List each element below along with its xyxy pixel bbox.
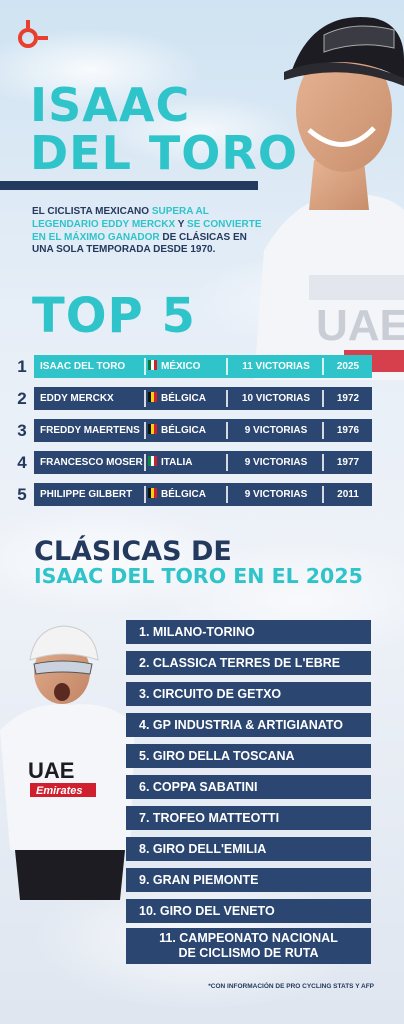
rank-bar: FRANCESCO MOSER ITALIA 9 VICTORIAS 1977 <box>34 451 372 474</box>
top5-heading: TOP 5 <box>32 288 196 344</box>
rider-name: FRANCESCO MOSER <box>40 457 143 468</box>
italy-flag-icon <box>148 456 157 466</box>
rider-country: ITALIA <box>148 451 222 474</box>
rider-country: BÉLGICA <box>148 419 222 442</box>
race-item-line-1: 11. CAMPEONATO NACIONAL <box>159 931 338 945</box>
belgium-flag-icon <box>148 424 157 434</box>
intro-highlight-2: SE CONVIERTE EN EL MÁXIMO GANADOR <box>32 218 262 243</box>
source-footnote: *CON INFORMACIÓN DE PRO CYCLING STATS Y … <box>208 983 374 990</box>
race-item: 11. CAMPEONATO NACIONAL DE CICLISMO DE R… <box>126 928 371 964</box>
jersey-sponsor-text: Emirates <box>36 785 82 797</box>
divider <box>226 454 228 471</box>
rank-bar: PHILIPPE GILBERT BÉLGICA 9 VICTORIAS 201… <box>34 483 372 506</box>
belgium-flag-icon <box>148 488 157 498</box>
race-item-line-2: DE CICLISMO DE RUTA <box>178 946 319 960</box>
intro-part-1: EL CICLISTA MEXICANO <box>32 206 152 217</box>
jersey-team-text-bottom: UAE <box>28 758 74 783</box>
rider-wins: 9 VICTORIAS <box>244 457 308 468</box>
race-item: 8. GIRO DELL'EMILIA <box>126 837 371 861</box>
race-item: 4. GP INDUSTRIA & ARTIGIANATO <box>126 713 371 737</box>
rider-year: 1977 <box>336 457 360 468</box>
divider <box>226 422 228 439</box>
rank-bar: ISAAC DEL TORO MÉXICO 11 VICTORIAS 2025 <box>34 355 372 378</box>
country-label: ITALIA <box>161 457 193 468</box>
divider <box>144 486 146 503</box>
rider-name: EDDY MERCKX <box>40 393 114 404</box>
rider-wins: 9 VICTORIAS <box>244 489 308 500</box>
rider-year: 1976 <box>336 425 360 436</box>
rank-position: 1 <box>17 357 27 376</box>
race-item: 1. MILANO-TORINO <box>126 620 371 644</box>
rider-name: ISAAC DEL TORO <box>40 361 126 372</box>
rider-celebrating-bottom: UAE Emirates <box>0 625 135 900</box>
divider <box>322 390 324 407</box>
ranking-row-4: 4 FRANCESCO MOSER ITALIA 9 VICTORIAS 197… <box>14 451 374 474</box>
race-item: 10. GIRO DEL VENETO <box>126 899 371 923</box>
intro-part-3: DE CLÁSICAS EN UNA SOLA TEMPORADA DESDE … <box>32 231 247 256</box>
rank-position: 5 <box>17 485 27 504</box>
rider-country: MÉXICO <box>148 355 222 378</box>
race-item: 3. CIRCUITO DE GETXO <box>126 682 371 706</box>
belgium-flag-icon <box>148 392 157 402</box>
ranking-row-3: 3 FREDDY MAERTENS BÉLGICA 9 VICTORIAS 19… <box>14 419 374 442</box>
divider <box>322 454 324 471</box>
divider <box>322 358 324 375</box>
brand-logo-icon <box>18 20 48 48</box>
ranking-row-5: 5 PHILIPPE GILBERT BÉLGICA 9 VICTORIAS 2… <box>14 483 374 506</box>
rider-year: 1972 <box>336 393 360 404</box>
divider <box>322 486 324 503</box>
jersey-team-text: UAE <box>316 301 404 350</box>
clasicas-heading-line-1: CLÁSICAS DE <box>34 536 232 567</box>
rank-bar: EDDY MERCKX BÉLGICA 10 VICTORIAS 1972 <box>34 387 372 410</box>
rider-year: 2025 <box>336 361 360 372</box>
rider-name: FREDDY MAERTENS <box>40 425 140 436</box>
country-label: BÉLGICA <box>161 393 206 404</box>
rider-wins: 10 VICTORIAS <box>241 393 311 404</box>
ranking-row-2: 2 EDDY MERCKX BÉLGICA 10 VICTORIAS 1972 <box>14 387 374 410</box>
clasicas-heading: CLÁSICAS DE ISAAC DEL TORO EN EL 2025 <box>34 536 363 589</box>
title-line-2: DEL TORO <box>30 126 298 180</box>
rank-position: 2 <box>17 389 27 408</box>
divider <box>144 390 146 407</box>
page-title: ISAAC DEL TORO <box>30 82 298 176</box>
country-label: MÉXICO <box>161 361 201 372</box>
clasicas-heading-line-2: ISAAC DEL TORO EN EL 2025 <box>34 564 363 589</box>
title-underline <box>0 181 258 190</box>
divider <box>226 486 228 503</box>
rider-year: 2011 <box>337 489 359 500</box>
race-item: 7. TROFEO MATTEOTTI <box>126 806 371 830</box>
rider-name: PHILIPPE GILBERT <box>40 489 133 500</box>
rider-wins: 9 VICTORIAS <box>244 425 308 436</box>
race-item: 6. COPPA SABATINI <box>126 775 371 799</box>
divider <box>226 390 228 407</box>
rider-country: BÉLGICA <box>148 483 222 506</box>
rank-position: 4 <box>17 453 27 472</box>
rank-bar: FREDDY MAERTENS BÉLGICA 9 VICTORIAS 1976 <box>34 419 372 442</box>
rank-position: 3 <box>17 421 27 440</box>
divider <box>144 454 146 471</box>
rider-portrait-top: UAE <box>254 17 404 380</box>
country-label: BÉLGICA <box>161 425 206 436</box>
race-item: 2. CLASSICA TERRES DE L'EBRE <box>126 651 371 675</box>
rider-wins: 11 VICTORIAS <box>242 361 310 372</box>
country-label: BÉLGICA <box>161 489 206 500</box>
divider <box>144 358 146 375</box>
race-item: 9. GRAN PIEMONTE <box>126 868 371 892</box>
race-item: 5. GIRO DELLA TOSCANA <box>126 744 371 768</box>
intro-part-2: Y <box>175 218 188 230</box>
divider <box>226 358 228 375</box>
rider-country: BÉLGICA <box>148 387 222 410</box>
intro-text: EL CICLISTA MEXICANO SUPERA AL LEGENDARI… <box>32 206 270 257</box>
ranking-row-1: 1 ISAAC DEL TORO MÉXICO 11 VICTORIAS 202… <box>14 355 374 378</box>
title-line-1: ISAAC <box>30 78 191 132</box>
divider <box>144 422 146 439</box>
divider <box>322 422 324 439</box>
mexico-flag-icon <box>148 360 157 370</box>
intro-highlight-1: SUPERA AL LEGENDARIO EDDY MERCKX <box>32 206 209 230</box>
